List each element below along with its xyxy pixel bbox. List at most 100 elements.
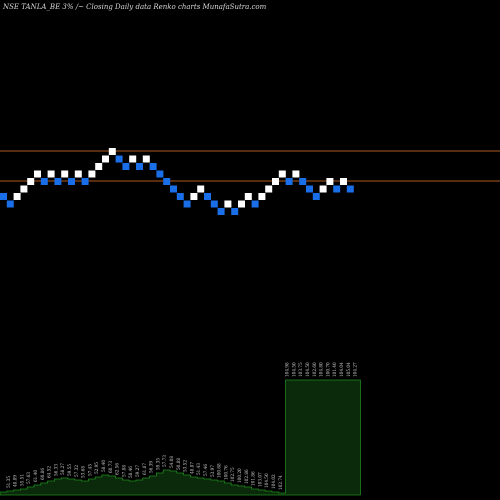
volume-label-31: 100.68 xyxy=(217,463,222,478)
volume-label-9: 59.55 xyxy=(67,464,72,476)
volume-label-12: 57.45 xyxy=(87,464,92,476)
renko-brick-18 xyxy=(122,163,130,170)
renko-brick-10 xyxy=(68,178,75,185)
renko-brick-20 xyxy=(136,163,143,170)
renko-brick-3 xyxy=(20,185,28,193)
renko-brick-49 xyxy=(333,185,341,193)
volume-label-2: 55.51 xyxy=(19,474,24,486)
volume-label-38: 104.50 xyxy=(264,473,269,488)
renko-brick-32 xyxy=(217,208,225,215)
volume-label-43: 103.75 xyxy=(298,362,303,377)
volume-labels: 51.35 48.89 55.51 57.63 61.40 60.86 64.52 56.33… xyxy=(6,362,358,490)
volume-area xyxy=(0,379,361,496)
volume-label-35: 102.86 xyxy=(244,469,249,484)
renko-brick-48 xyxy=(326,178,334,185)
renko-brick-23 xyxy=(156,170,164,178)
volume-label-19: 59.27 xyxy=(135,465,140,477)
renko-brick-21 xyxy=(142,155,150,163)
volume-label-32: 100.76 xyxy=(223,465,228,480)
volume-label-46: 104.80 xyxy=(319,362,324,377)
volume-label-26: 53.52 xyxy=(183,460,188,472)
renko-brick-36 xyxy=(244,193,252,200)
volume-label-11: 53.68 xyxy=(81,466,86,478)
renko-brick-42 xyxy=(285,178,293,185)
volume-label-14: 58.40 xyxy=(101,460,106,472)
volume-label-21: 56.39 xyxy=(149,461,154,473)
renko-brick-5 xyxy=(34,170,41,178)
volume-label-37: 103.07 xyxy=(257,472,262,487)
volume-label-45: 102.60 xyxy=(312,362,317,377)
volume-label-4: 61.40 xyxy=(33,470,38,482)
renko-brick-31 xyxy=(210,200,218,208)
renko-brick-37 xyxy=(251,200,259,208)
renko-brick-30 xyxy=(204,193,211,200)
renko-brick-44 xyxy=(299,178,307,185)
volume-label-29: 57.46 xyxy=(203,464,208,476)
renko-brick-46 xyxy=(312,193,320,200)
renko-brick-41 xyxy=(278,170,286,178)
volume-label-22: 59.35 xyxy=(155,458,160,470)
volume-label-48: 101.40 xyxy=(332,362,337,377)
renko-brick-14 xyxy=(95,163,103,170)
volume-label-34: 100.20 xyxy=(237,468,242,483)
volume-label-39: 104.02 xyxy=(271,474,276,489)
renko-brick-24 xyxy=(163,178,171,185)
renko-brick-19 xyxy=(129,155,137,163)
volume-label-44: 104.50 xyxy=(305,362,310,377)
volume-label-17: 57.88 xyxy=(121,465,126,477)
volume-label-18: 58.46 xyxy=(128,466,133,478)
volume-label-51: 104.27 xyxy=(353,362,358,377)
renko-brick-40 xyxy=(272,178,279,185)
volume-label-20: 61.87 xyxy=(142,463,147,475)
renko-brick-43 xyxy=(292,170,300,178)
volume-label-24: 54.08 xyxy=(169,456,174,468)
renko-brick-13 xyxy=(88,170,96,178)
volume-label-49: 104.04 xyxy=(339,362,344,377)
renko-brick-12 xyxy=(81,178,89,185)
renko-brick-28 xyxy=(190,193,198,200)
volume-label-28: 51.43 xyxy=(196,463,201,475)
volume-label-0: 51.35 xyxy=(6,476,11,488)
renko-brick-7 xyxy=(47,170,55,178)
volume-label-8: 58.27 xyxy=(60,463,65,475)
volume-label-3: 57.63 xyxy=(26,472,31,484)
renko-brick-38 xyxy=(258,193,266,200)
volume-label-27: 48.87 xyxy=(189,462,194,474)
volume-label-50: 105.04 xyxy=(346,362,351,377)
volume-label-47: 100.70 xyxy=(325,362,330,377)
volume-series xyxy=(0,379,361,496)
volume-label-13: 52.95 xyxy=(94,462,99,474)
renko-brick-51 xyxy=(346,185,354,193)
volume-label-41: 104.98 xyxy=(285,362,290,377)
renko-brick-29 xyxy=(197,185,205,193)
volume-label-6: 64.52 xyxy=(47,466,52,478)
volume-label-7: 56.33 xyxy=(53,464,58,476)
volume-label-5: 60.86 xyxy=(40,468,45,480)
volume-label-36: 101.86 xyxy=(251,471,256,486)
renko-brick-45 xyxy=(306,185,313,193)
volume-label-25: 50.88 xyxy=(176,458,181,470)
renko-brick-1 xyxy=(6,200,14,208)
renko-brick-16 xyxy=(108,148,116,155)
renko-brick-33 xyxy=(224,200,232,208)
volume-label-16: 62.56 xyxy=(115,463,120,475)
renko-brick-34 xyxy=(231,208,239,215)
renko-brick-8 xyxy=(54,178,62,185)
renko-brick-15 xyxy=(102,155,109,163)
renko-brick-0 xyxy=(0,193,7,200)
renko-brick-22 xyxy=(149,163,157,170)
volume-label-30: 53.97 xyxy=(210,465,215,477)
volume-label-23: 57.73 xyxy=(162,455,167,467)
renko-brick-9 xyxy=(61,170,69,178)
renko-bricks xyxy=(0,148,354,215)
renko-brick-27 xyxy=(183,200,191,208)
chart-title: NSE TANLA_BE 3% /~ Closing Daily data Re… xyxy=(2,3,267,11)
renko-brick-25 xyxy=(170,185,177,193)
renko-brick-11 xyxy=(74,170,82,178)
renko-brick-39 xyxy=(265,185,273,193)
renko-brick-35 xyxy=(238,200,245,208)
volume-label-33: 102.75 xyxy=(230,467,235,482)
renko-brick-17 xyxy=(115,155,123,163)
volume-label-42: 104.50 xyxy=(291,362,296,377)
